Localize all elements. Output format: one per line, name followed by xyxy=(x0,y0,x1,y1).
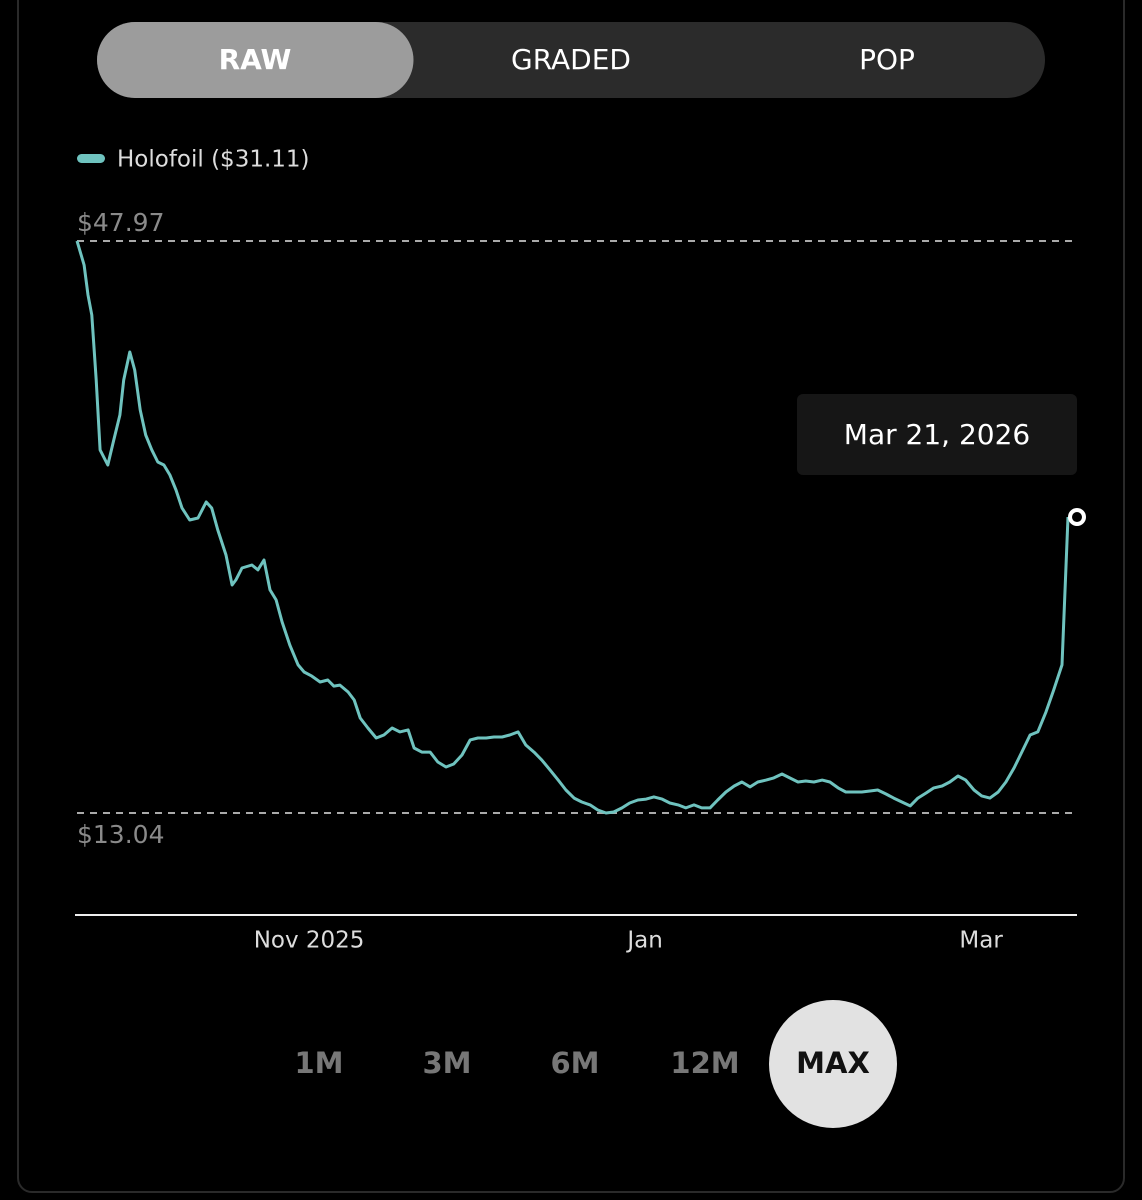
legend-label: Holofoil ($31.11) xyxy=(117,147,310,173)
tab-label[interactable]: POP xyxy=(859,43,915,76)
tab-label[interactable]: RAW xyxy=(219,43,292,76)
tab-active xyxy=(97,22,414,98)
y-tick-label: $47.97 xyxy=(77,208,164,237)
range-button[interactable]: 3M xyxy=(422,1046,471,1080)
range-button[interactable]: 12M xyxy=(670,1046,739,1080)
x-tick-label: Jan xyxy=(625,928,662,954)
y-tick-label: $13.04 xyxy=(77,820,164,849)
price-line xyxy=(75,240,1070,815)
panel-border xyxy=(17,0,1125,1193)
tooltip-date: Mar 21, 2026 xyxy=(844,418,1030,451)
legend-swatch xyxy=(77,154,105,163)
tooltip-box xyxy=(797,394,1077,475)
x-tick-label: Nov 2025 xyxy=(254,928,365,954)
range-button[interactable]: 6M xyxy=(550,1046,599,1080)
range-active xyxy=(769,1000,897,1128)
range-button[interactable]: MAX xyxy=(796,1046,870,1080)
range-button[interactable]: 1M xyxy=(294,1046,343,1080)
x-tick-label: Mar xyxy=(959,928,1003,954)
hover-point xyxy=(1068,508,1086,527)
tab-label[interactable]: GRADED xyxy=(511,43,631,76)
